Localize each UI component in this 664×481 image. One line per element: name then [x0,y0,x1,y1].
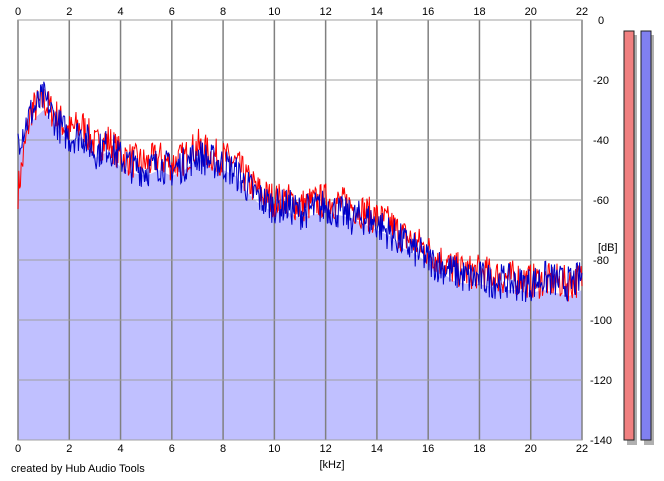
spectrum-fill [18,110,582,440]
credit-text: created by Hub Audio Tools [11,463,145,475]
x-tick-labels-top: 0 2 4 6 8 10 12 14 16 18 20 22 [15,6,588,18]
x-tick-label-top: 4 [117,6,123,18]
x-tick-label-top: 20 [525,6,537,18]
y-tick-label: -60 [593,195,609,207]
y-tick-label: -40 [593,135,609,147]
x-tick-label-bottom: 14 [371,443,383,455]
y-axis-label: [dB] [598,242,618,254]
x-tick-label-bottom: 6 [169,443,175,455]
y-tick-label: -20 [593,75,609,87]
grid [17,19,583,441]
x-tick-label-top: 8 [220,6,226,18]
x-tick-label-bottom: 0 [15,443,21,455]
y-tick-label: -120 [590,375,612,387]
x-tick-label-bottom: 16 [422,443,434,455]
x-tick-label-bottom: 8 [220,443,226,455]
x-tick-label-bottom: 4 [117,443,123,455]
y-tick-label: 0 [598,15,604,27]
y-tick-labels: 0 -20 -40 -60 -80 -100 -120 -140 [590,15,612,447]
x-tick-label-top: 12 [320,6,332,18]
y-tick-label: -140 [590,435,612,447]
x-tick-label-top: 6 [169,6,175,18]
x-tick-label-bottom: 2 [66,443,72,455]
x-tick-label-top: 0 [15,6,21,18]
meter-right [640,30,652,441]
x-tick-label-top: 16 [422,6,434,18]
x-tick-label-bottom: 22 [576,443,588,455]
y-tick-label: -100 [590,315,612,327]
x-tick-labels-bottom: 0 2 4 6 8 10 12 14 16 18 20 22 [15,443,588,455]
spectrum-area [18,110,582,440]
x-tick-label-top: 14 [371,6,383,18]
series-line-2 [17,81,583,303]
level-meters [623,30,654,445]
x-tick-label-top: 2 [66,6,72,18]
x-tick-label-bottom: 18 [473,443,485,455]
x-tick-label-bottom: 20 [525,443,537,455]
x-tick-label-bottom: 10 [268,443,280,455]
meter-left [623,30,635,441]
x-tick-label-bottom: 12 [320,443,332,455]
x-axis-label: [kHz] [319,459,344,471]
series-lines [17,81,583,303]
x-tick-label-top: 18 [473,6,485,18]
x-tick-label-top: 22 [576,6,588,18]
x-tick-label-top: 10 [268,6,280,18]
y-tick-label: -80 [593,255,609,267]
